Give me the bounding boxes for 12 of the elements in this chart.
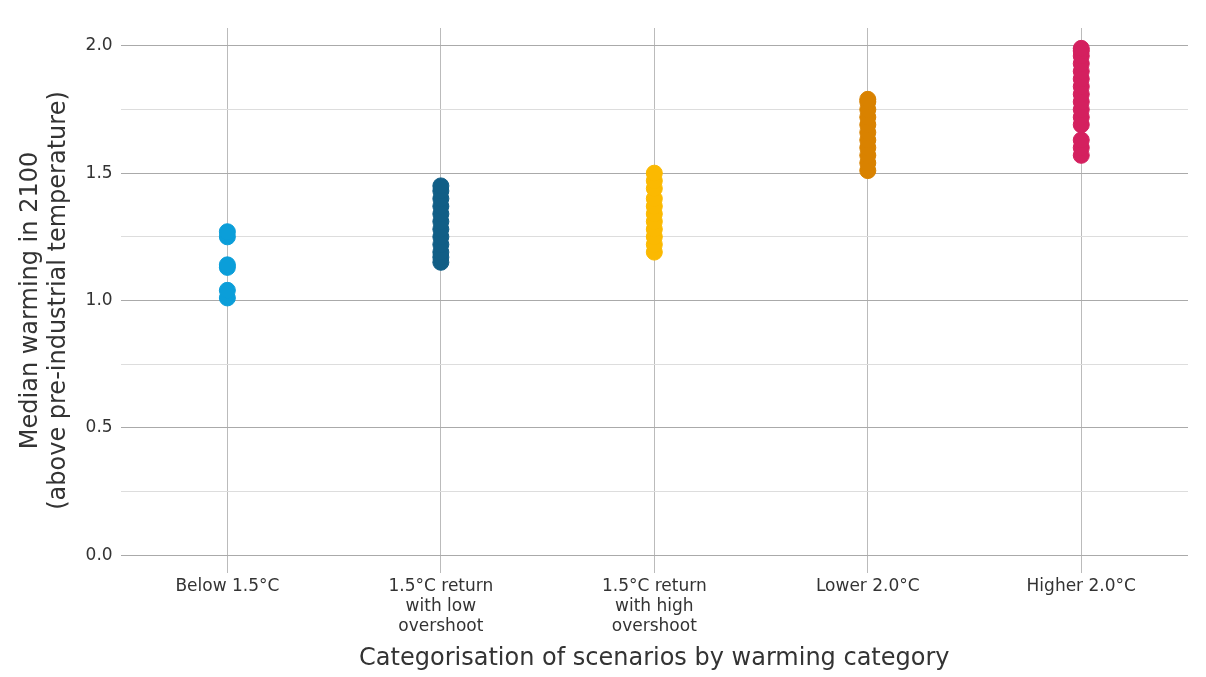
x-axis-title: Categorisation of scenarios by warming category bbox=[359, 642, 950, 671]
y-tick-label: 2.0 bbox=[85, 34, 113, 55]
y-tick-label: 0.0 bbox=[85, 543, 113, 564]
y-tick-label: 1.0 bbox=[85, 288, 113, 309]
x-tick-label: Higher 2.0°C bbox=[1026, 574, 1136, 595]
x-tick-label: Below 1.5°C bbox=[175, 574, 280, 595]
y-tick-label: 0.5 bbox=[85, 416, 113, 437]
y-axis-title: Median warming in 2100 (above pre-industrial temperature) bbox=[14, 91, 72, 510]
x-tick-label: 1.5°C return with low overshoot bbox=[388, 574, 494, 636]
y-tick-label: 1.5 bbox=[85, 161, 113, 182]
x-tick-label: Lower 2.0°C bbox=[815, 574, 920, 595]
x-tick-label: 1.5°C return with high overshoot bbox=[601, 574, 707, 636]
